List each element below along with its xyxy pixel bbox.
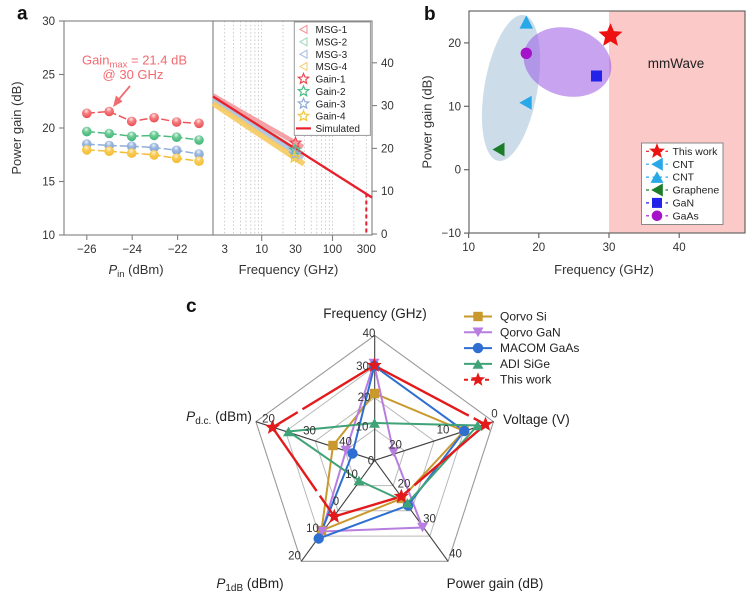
svg-text:20: 20 <box>448 38 461 50</box>
svg-text:GaN: GaN <box>673 198 695 210</box>
svg-text:0: 0 <box>455 165 461 177</box>
svg-text:0: 0 <box>368 456 374 468</box>
svg-text:MSG-4: MSG-4 <box>316 62 348 73</box>
svg-text:P1dB (dBm): P1dB (dBm) <box>216 576 283 594</box>
svg-text:Power gain (dB): Power gain (dB) <box>9 81 24 174</box>
svg-text:Voltage (V): Voltage (V) <box>503 412 570 427</box>
svg-text:Pd.c. (dBm): Pd.c. (dBm) <box>186 409 252 427</box>
svg-text:−22: −22 <box>168 244 188 256</box>
svg-text:30: 30 <box>289 244 302 256</box>
svg-text:MSG-2: MSG-2 <box>316 37 348 48</box>
svg-text:Frequency (GHz): Frequency (GHz) <box>239 262 339 277</box>
svg-text:Frequency (GHz): Frequency (GHz) <box>554 262 654 277</box>
svg-text:b: b <box>424 4 436 25</box>
svg-text:20: 20 <box>262 414 275 426</box>
svg-text:10: 10 <box>306 523 319 535</box>
svg-text:This work: This work <box>673 146 719 158</box>
svg-text:Pin (dBm): Pin (dBm) <box>108 262 163 280</box>
svg-text:Qorvo Si: Qorvo Si <box>500 310 547 324</box>
svg-text:Frequency (GHz): Frequency (GHz) <box>323 306 427 321</box>
svg-text:10: 10 <box>437 425 450 437</box>
svg-text:This work: This work <box>500 373 552 387</box>
svg-text:ADI SiGe: ADI SiGe <box>500 357 550 371</box>
svg-text:0: 0 <box>381 229 387 241</box>
svg-text:20: 20 <box>381 143 394 155</box>
svg-text:Simulated: Simulated <box>316 124 360 135</box>
svg-text:20: 20 <box>398 479 411 491</box>
svg-text:40: 40 <box>381 58 394 70</box>
svg-text:−10: −10 <box>441 228 461 240</box>
svg-text:30: 30 <box>423 514 436 526</box>
svg-text:−26: −26 <box>77 244 97 256</box>
svg-text:@ 30 GHz: @ 30 GHz <box>103 67 164 82</box>
svg-text:40: 40 <box>449 549 462 561</box>
svg-text:Power gain (dB): Power gain (dB) <box>420 75 435 168</box>
svg-text:Gain-1: Gain-1 <box>316 75 346 86</box>
svg-text:MSG-3: MSG-3 <box>316 50 348 61</box>
svg-text:10: 10 <box>255 244 268 256</box>
svg-text:Graphene: Graphene <box>673 185 720 197</box>
svg-text:20: 20 <box>532 242 545 254</box>
svg-text:0: 0 <box>491 409 497 421</box>
svg-text:30: 30 <box>356 361 369 373</box>
svg-text:Gainmax = 21.4 dB: Gainmax = 21.4 dB <box>82 53 187 71</box>
svg-text:0: 0 <box>333 496 339 508</box>
svg-text:MSG-1: MSG-1 <box>316 25 348 36</box>
svg-text:−24: −24 <box>122 244 142 256</box>
svg-text:MACOM GaAs: MACOM GaAs <box>500 341 579 355</box>
svg-text:10: 10 <box>462 242 475 254</box>
svg-text:40: 40 <box>673 242 686 254</box>
svg-text:10: 10 <box>381 186 394 198</box>
svg-text:a: a <box>17 4 28 25</box>
svg-text:10: 10 <box>345 469 358 481</box>
svg-text:10: 10 <box>356 422 369 434</box>
svg-text:10: 10 <box>448 101 461 113</box>
svg-text:100: 100 <box>323 244 342 256</box>
svg-text:Gain-3: Gain-3 <box>316 99 346 110</box>
svg-text:300: 300 <box>357 244 376 256</box>
svg-text:30: 30 <box>381 101 394 113</box>
svg-text:GaAs: GaAs <box>673 210 699 222</box>
svg-text:20: 20 <box>358 392 371 404</box>
svg-text:Qorvo GaN: Qorvo GaN <box>500 325 561 339</box>
svg-text:30: 30 <box>42 16 55 28</box>
svg-text:mmWave: mmWave <box>648 56 705 71</box>
svg-text:20: 20 <box>42 123 55 135</box>
svg-text:CNT: CNT <box>673 159 695 171</box>
svg-text:20: 20 <box>389 440 402 452</box>
svg-text:c: c <box>186 296 197 317</box>
svg-text:15: 15 <box>42 177 55 189</box>
svg-text:Power gain (dB): Power gain (dB) <box>447 576 544 591</box>
svg-text:30: 30 <box>603 242 616 254</box>
svg-text:20: 20 <box>288 551 301 563</box>
svg-text:Gain-2: Gain-2 <box>316 87 346 98</box>
svg-text:10: 10 <box>42 230 55 242</box>
svg-text:40: 40 <box>339 437 352 449</box>
svg-text:40: 40 <box>363 328 376 340</box>
svg-text:CNT: CNT <box>673 172 695 184</box>
svg-text:Gain-4: Gain-4 <box>316 112 346 123</box>
svg-text:30: 30 <box>303 426 316 438</box>
svg-text:3: 3 <box>221 244 227 256</box>
svg-text:25: 25 <box>42 70 55 82</box>
